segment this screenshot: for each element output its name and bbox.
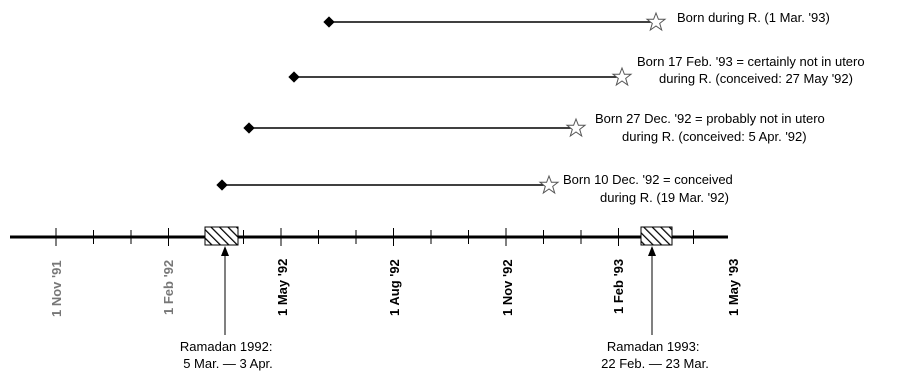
conception-diamond-icon [243,122,255,134]
pregnancy-1-label: Born during R. (1 Mar. '93) [677,10,830,25]
pregnancy-3-label: Born 27 Dec. '92 = probably not in utero… [595,111,828,144]
pregnancy-4-label-line-1: Born 10 Dec. '92 = conceived [563,172,733,187]
ramadan-1993-label-line-2: 22 Feb. — 23 Mar. [601,356,709,371]
birth-star-icon [565,117,587,138]
ramadan-1993-label: Ramadan 1993: 22 Feb. — 23 Mar. [601,339,709,371]
timeline-axis [10,228,728,246]
ramadan-1992-label-line-1: Ramadan 1992: [180,339,273,354]
pregnancy-3-label-line-2: during R. (conceived: 5 Apr. '92) [622,129,807,144]
tick-label: 1 Feb '92 [161,260,176,315]
pregnancy-4-label: Born 10 Dec. '92 = conceived during R. (… [563,172,736,205]
pregnancy-4-label-line-2: during R. (19 Mar. '92) [600,190,729,205]
ramadan-1992-arrow [221,246,229,335]
tick-label: 1 Feb '93 [611,259,626,314]
ramadan-1993-box [640,226,673,246]
pregnancy-4: Born 10 Dec. '92 = conceived during R. (… [216,172,736,205]
major-ticks [55,228,619,246]
birth-star-icon [611,66,633,87]
pregnancy-2-label: Born 17 Feb. '93 = certainly not in uter… [637,54,868,86]
tick-labels: 1 Nov '91 1 Feb '92 1 May '92 1 Aug '92 … [49,259,741,317]
pregnancy-2-label-line-2: during R. (conceived: 27 May '92) [659,71,853,86]
birth-star-icon [645,11,667,32]
ramadan-1993-arrow [648,246,656,335]
ramadan-1992-box [204,226,239,246]
pregnancy-3: Born 27 Dec. '92 = probably not in utero… [243,111,828,144]
pregnancy-3-label-line-1: Born 27 Dec. '92 = probably not in utero [595,111,825,126]
ramadan-1992-label: Ramadan 1992: 5 Mar. — 3 Apr. [180,339,276,371]
ramadan-1992-label-line-2: 5 Mar. — 3 Apr. [183,356,273,371]
tick-label: 1 Nov '91 [49,260,64,317]
birth-star-icon [538,174,560,195]
pregnancy-2: Born 17 Feb. '93 = certainly not in uter… [288,54,868,87]
pregnancy-1-label-line-1: Born during R. (1 Mar. '93) [677,10,830,25]
tick-label: 1 May '93 [726,259,741,316]
conception-diamond-icon [216,179,228,191]
conception-diamond-icon [288,71,300,83]
tick-label: 1 Aug '92 [387,259,402,316]
pregnancy-2-label-line-1: Born 17 Feb. '93 = certainly not in uter… [637,54,865,69]
tick-label: 1 Nov '92 [500,259,515,316]
tick-label: 1 May '92 [275,259,290,316]
pregnancy-1: Born during R. (1 Mar. '93) [323,10,830,32]
conception-diamond-icon [323,16,335,28]
ramadan-1993-label-line-1: Ramadan 1993: [607,339,700,354]
